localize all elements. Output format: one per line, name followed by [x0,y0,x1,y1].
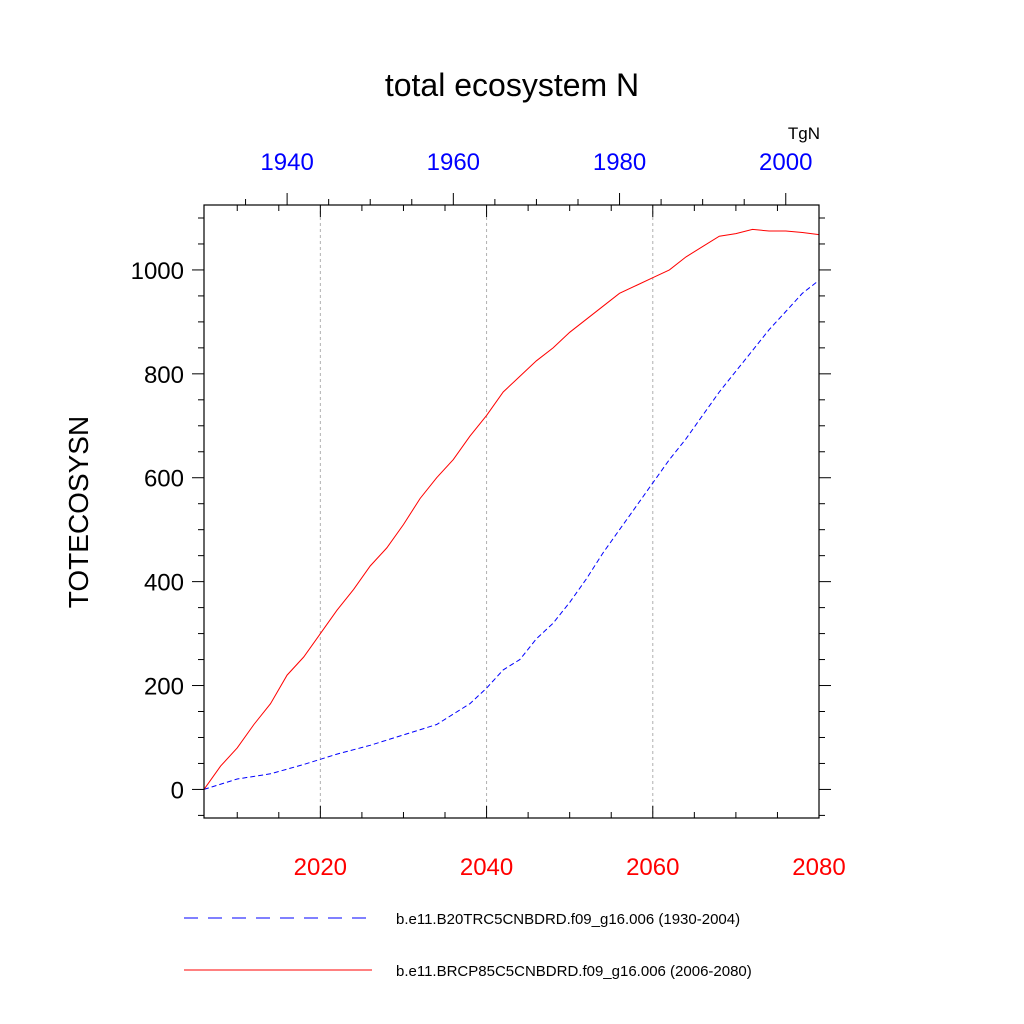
x-bottom-tick-label: 2020 [294,854,347,881]
x-bottom-tick-label: 2060 [626,854,679,881]
units-label: TgN [788,124,820,143]
x-top-tick-label: 1940 [260,149,313,176]
legend-label: b.e11.B20TRC5CNBDRD.f09_g16.006 (1930-20… [396,911,740,928]
grid-lines [319,205,654,818]
x-top-tick-label: 2000 [759,149,812,176]
tick-marks [192,193,831,818]
series-layer [203,228,820,790]
y-tick-label: 1000 [131,258,184,285]
series-line-1 [203,279,820,790]
x-top-tick-label: 1960 [427,149,480,176]
x-bottom-tick-label: 2040 [460,854,513,881]
y-tick-label: 0 [171,777,184,804]
y-tick-label: 800 [144,362,184,389]
chart-title: total ecosystem N [385,67,639,103]
legend-label: b.e11.BRCP85C5CNBDRD.f09_g16.006 (2006-2… [396,963,752,980]
plot-frame [203,204,820,819]
x-bottom-tick-label: 2080 [792,854,845,881]
legend: b.e11.B20TRC5CNBDRD.f09_g16.006 (1930-20… [184,911,752,980]
y-tick-label: 200 [144,674,184,701]
y-tick-label: 400 [144,570,184,597]
y-axis-title: TOTECOSYSN [63,416,94,608]
y-tick-label: 600 [144,466,184,493]
x-top-tick-label: 1980 [593,149,646,176]
tick-labels: 2020 2040 2060 2080 1940 1960 1980 2000 0 200 400 6… [131,149,846,881]
series-line-2 [203,228,820,790]
